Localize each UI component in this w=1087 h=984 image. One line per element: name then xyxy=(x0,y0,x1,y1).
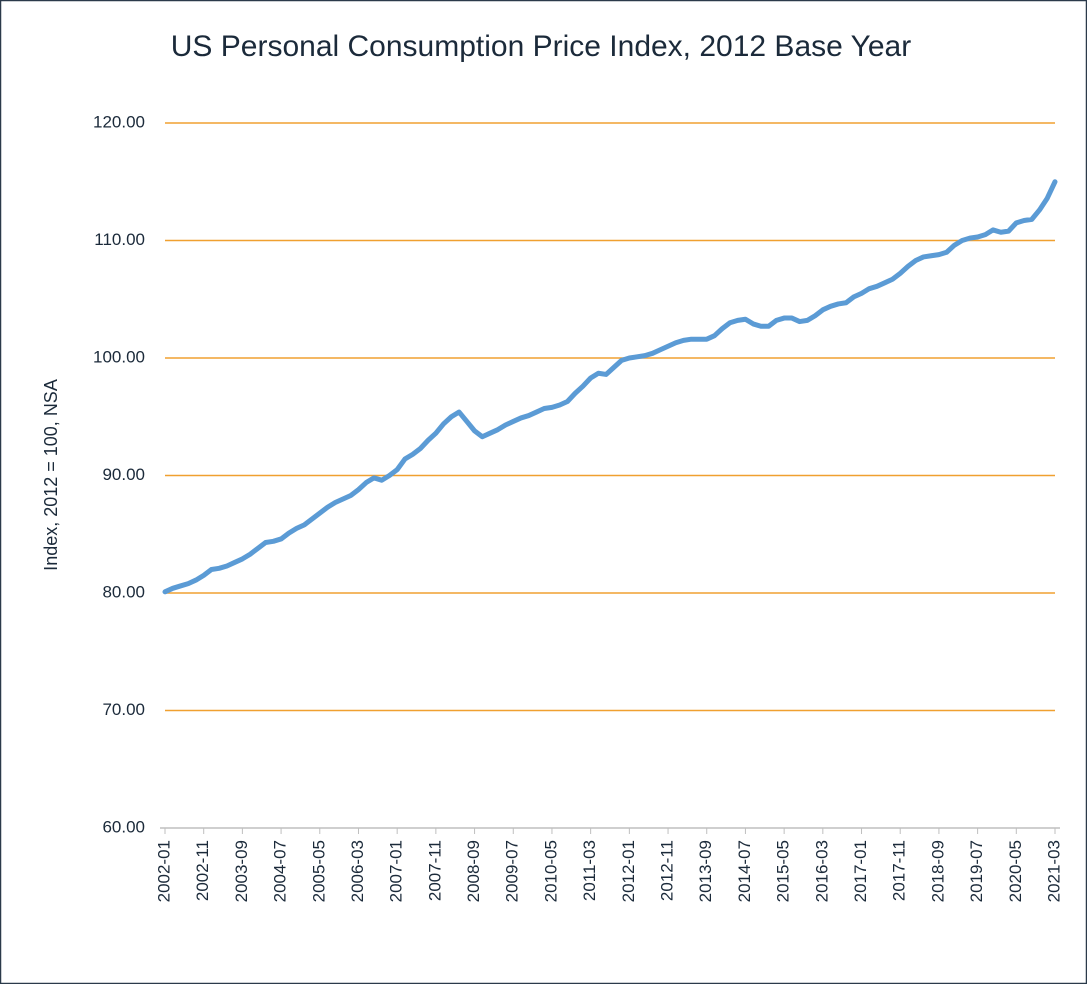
y-tick-label: 120.00 xyxy=(93,112,145,131)
x-tick-label: 2013-09 xyxy=(696,840,715,902)
x-tick-label: 2021-03 xyxy=(1044,840,1063,902)
chart-title: US Personal Consumption Price Index, 201… xyxy=(171,30,911,63)
x-tick-label: 2004-07 xyxy=(271,840,290,902)
data-line xyxy=(162,179,1058,595)
x-tick-label: 2008-09 xyxy=(464,840,483,902)
x-tick-label: 2012-01 xyxy=(619,840,638,902)
x-tick-label: 2020-05 xyxy=(1006,840,1025,902)
x-tick-label: 2003-09 xyxy=(232,840,251,902)
x-tick-label: 2017-11 xyxy=(890,840,909,901)
x-tick-label: 2010-05 xyxy=(541,840,560,902)
x-tick-label: 2011-03 xyxy=(580,840,599,901)
x-tick-label: 2009-07 xyxy=(503,840,522,902)
y-tick-label: 100.00 xyxy=(93,347,145,366)
x-tick-label: 2007-01 xyxy=(387,840,406,902)
x-tick-label: 2015-05 xyxy=(774,840,793,902)
x-tick-label: 2002-11 xyxy=(193,840,212,901)
y-axis-title: Index, 2012 = 100, NSA xyxy=(41,379,61,571)
x-tick-label: 2019-07 xyxy=(967,840,986,902)
x-tick-label: 2014-07 xyxy=(735,840,754,902)
y-tick-label: 80.00 xyxy=(102,582,145,601)
x-tick-label: 2016-03 xyxy=(812,840,831,902)
x-tick-label: 2017-01 xyxy=(851,840,870,902)
y-tick-label: 70.00 xyxy=(102,700,145,719)
y-tick-label: 90.00 xyxy=(102,465,145,484)
x-tick-label: 2018-09 xyxy=(928,840,947,902)
x-tick-label: 2002-01 xyxy=(154,840,173,902)
y-tick-label: 60.00 xyxy=(102,817,145,836)
x-tick-label: 2012-11 xyxy=(658,840,677,901)
x-tick-label: 2006-03 xyxy=(348,840,367,902)
x-tick-label: 2005-05 xyxy=(309,840,328,902)
x-tick-label: 2007-11 xyxy=(425,840,444,901)
y-tick-label: 110.00 xyxy=(94,230,145,249)
